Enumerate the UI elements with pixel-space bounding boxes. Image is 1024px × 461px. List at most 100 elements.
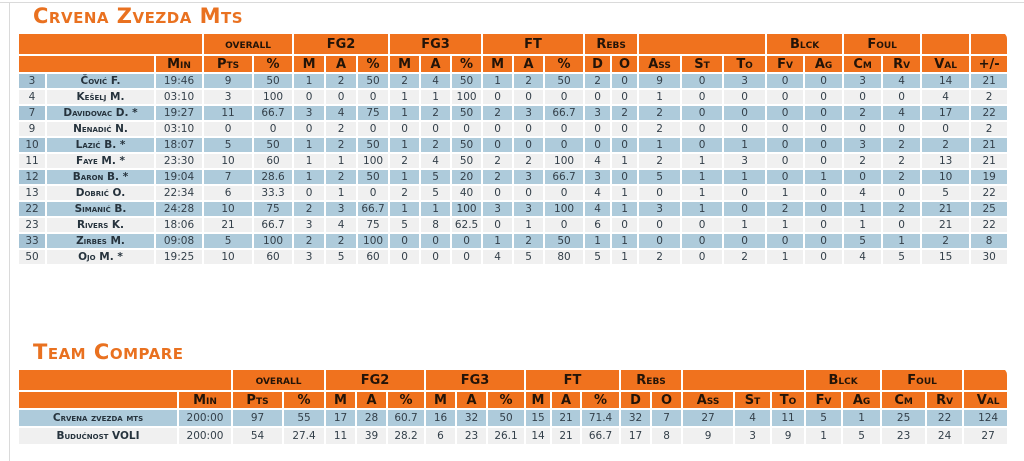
stat-cell: 200:00 <box>177 426 233 446</box>
stat-cell: 19:04 <box>153 168 205 186</box>
stat-cell: 5 <box>512 248 546 266</box>
stat-cell: 0 <box>543 136 586 154</box>
stat-cell: 23 <box>880 426 928 446</box>
stat-cell: 1 <box>722 136 768 154</box>
stat-cell: 0 <box>481 136 515 154</box>
column-header-ag: Ag <box>841 390 883 410</box>
column-header-st: St <box>733 390 773 410</box>
stat-cell: 50 <box>450 152 484 170</box>
jersey-number: 7 <box>17 104 47 122</box>
stat-cell: 10 <box>202 200 255 218</box>
column-header-pct: % <box>486 390 527 410</box>
stat-cell: 27 <box>681 408 736 428</box>
stat-cell: 19:27 <box>153 104 205 122</box>
stat-cell: 2 <box>842 152 884 170</box>
group-header-blck: Blck <box>765 32 845 56</box>
stat-cell: 100 <box>356 152 391 170</box>
stat-cell: 32 <box>619 408 653 428</box>
stat-cell: 2 <box>324 232 359 250</box>
stat-cell: 2 <box>388 184 422 202</box>
stat-cell: 19:46 <box>153 72 205 90</box>
player-name: Nenadić N. <box>45 120 156 138</box>
stat-cell: 0 <box>356 88 391 106</box>
stat-cell: 21 <box>969 72 1007 90</box>
column-header-rv: Rv <box>925 390 965 410</box>
stat-cell: 3 <box>842 72 884 90</box>
stat-cell: 60 <box>252 152 295 170</box>
jersey-number: 3 <box>17 72 47 90</box>
stat-cell: 5 <box>841 426 883 446</box>
stat-cell: 1 <box>881 232 923 250</box>
column-header-row: Min Pts% M A% M A% M A% D O Ass St To Fv Ag Cm Rv Val <box>17 390 1007 410</box>
column-header-a: A <box>455 390 489 410</box>
stat-cell: 2 <box>637 120 683 138</box>
stat-cell: 0 <box>803 248 845 266</box>
stat-cell: 0 <box>512 136 546 154</box>
stat-cell: 40 <box>450 184 484 202</box>
stat-cell: 1 <box>722 216 768 234</box>
column-header-d: D <box>583 54 613 74</box>
stat-cell: 66.7 <box>580 426 622 446</box>
team-compare-table: overall FG2 FG3 FT Rebs Blck Foul Min Pts% M A% M A%… <box>17 368 1007 446</box>
stat-cell: 0 <box>803 120 845 138</box>
stat-cell: 9 <box>202 72 255 90</box>
jersey-number: 13 <box>17 184 47 202</box>
stat-cell: 23:30 <box>153 152 205 170</box>
stat-cell: 75 <box>356 104 391 122</box>
stat-cell: 75 <box>252 200 295 218</box>
stat-cell: 2 <box>881 168 923 186</box>
stat-cell: 10 <box>920 168 972 186</box>
column-header-blank <box>17 390 179 410</box>
stat-cell: 0 <box>637 216 683 234</box>
stat-cell: 1 <box>419 88 453 106</box>
column-header-val: Val <box>962 390 1007 410</box>
stat-cell: 1 <box>842 216 884 234</box>
stat-cell: 4 <box>920 88 972 106</box>
stat-cell: 2 <box>388 72 422 90</box>
stat-cell: 0 <box>356 184 391 202</box>
stat-cell: 0 <box>450 120 484 138</box>
group-header-row: overall FG2 FG3 FT Rebs Blck Foul <box>17 32 1007 56</box>
stat-cell: 0 <box>419 248 453 266</box>
stat-cell: 0 <box>803 216 845 234</box>
stat-cell: 3 <box>512 104 546 122</box>
player-name: Dobrić O. <box>45 184 156 202</box>
stat-cell: 0 <box>481 216 515 234</box>
stat-cell: 2 <box>637 248 683 266</box>
player-row: 12 Baron B. * 19:04 7 28.6 1 2 50 1 5 20 2 3 66.7 3 0 5 1… <box>17 168 1007 186</box>
player-row: 7 Davidovac D. * 19:27 11 66.7 3 4 75 1 2 50 2 3 66.7… <box>17 104 1007 122</box>
jersey-number: 10 <box>17 136 47 154</box>
column-header-min: Min <box>153 54 205 74</box>
stat-cell: 1 <box>610 152 640 170</box>
column-header-blank <box>17 54 156 74</box>
stat-cell: 1 <box>292 152 327 170</box>
group-header-blank <box>969 32 1007 56</box>
stat-cell: 0 <box>881 184 923 202</box>
stat-cell: 3 <box>583 168 613 186</box>
stat-cell: 62.5 <box>450 216 484 234</box>
stat-cell: 1 <box>637 136 683 154</box>
stat-cell: 1 <box>722 168 768 186</box>
stat-cell: 50 <box>356 168 391 186</box>
stat-cell: 3 <box>512 168 546 186</box>
column-header-val: Val <box>920 54 972 74</box>
stat-cell: 0 <box>512 184 546 202</box>
stat-cell: 200:00 <box>177 408 233 428</box>
stat-cell: 124 <box>962 408 1007 428</box>
stat-cell: 0 <box>765 104 806 122</box>
stat-cell: 0 <box>543 120 586 138</box>
group-header-blck: Blck <box>804 368 883 392</box>
column-header-a: A <box>512 54 546 74</box>
stat-cell: 2 <box>637 152 683 170</box>
player-row: 13 Dobrić O. 22:34 6 33.3 0 1 0 2 5 40 0 0 0 4 1 0 1 0 1 0 4 0… <box>17 184 1007 202</box>
group-header-blank <box>920 32 972 56</box>
stat-cell: 25 <box>969 200 1007 218</box>
stat-cell: 0 <box>583 88 613 106</box>
stat-cell: 14 <box>524 426 553 446</box>
stat-cell: 0 <box>722 88 768 106</box>
stat-cell: 0 <box>803 232 845 250</box>
player-row: 3 Čović F. 19:46 9 50 1 2 50 2 4 50 1 2 50 2 0 9 0 3 0 0 3 4 14… <box>17 72 1007 90</box>
stat-cell: 50 <box>450 72 484 90</box>
jersey-number: 4 <box>17 88 47 106</box>
stat-cell: 0 <box>202 120 255 138</box>
